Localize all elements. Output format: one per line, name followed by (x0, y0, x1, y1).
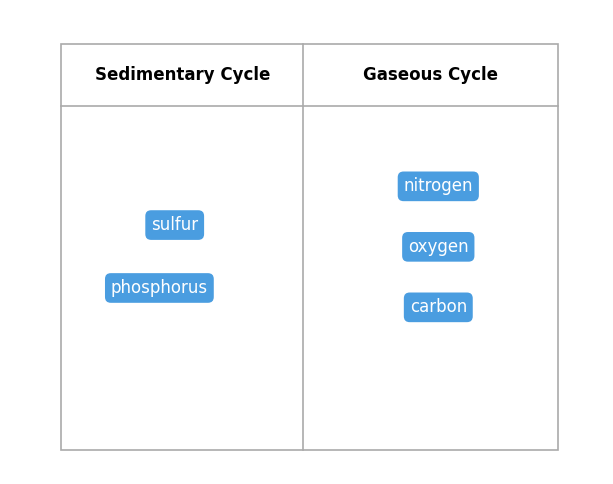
Text: carbon: carbon (409, 298, 467, 317)
Text: sulfur: sulfur (151, 216, 198, 234)
Bar (61, 44, 558, 450)
Text: oxygen: oxygen (408, 238, 468, 256)
Text: nitrogen: nitrogen (403, 177, 473, 196)
Text: Sedimentary Cycle: Sedimentary Cycle (94, 66, 270, 84)
Text: phosphorus: phosphorus (111, 279, 208, 297)
Text: Gaseous Cycle: Gaseous Cycle (363, 66, 498, 84)
